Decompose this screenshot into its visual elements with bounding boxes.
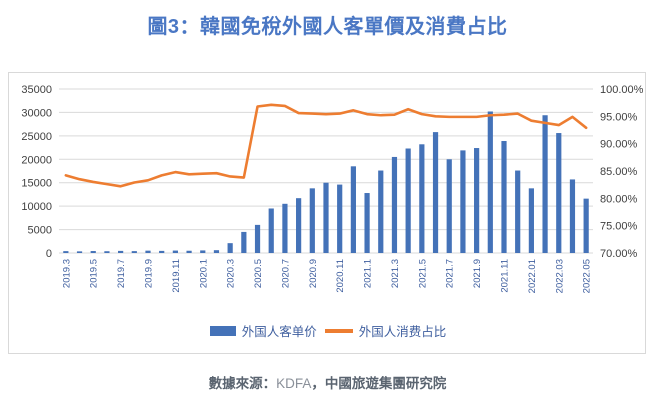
bar (309, 188, 315, 253)
category-labels: 2019.3 2019.5 2019.7 2019.9 2019.11 2020.1 202… (61, 259, 592, 293)
bar (200, 250, 206, 253)
right-axis-labels: 70.00% 75.00% 80.00% 85.00% 90.00% 95.00% 100.… (600, 84, 644, 260)
bar (446, 159, 452, 253)
left-axis-tick-label: 35000 (21, 84, 52, 96)
category-tick-label: 2022.05 (582, 259, 593, 293)
right-axis-tick-label: 70.00% (600, 248, 638, 260)
category-tick-label: 2020.11 (335, 259, 346, 293)
category-tick-label: 2019.7 (116, 259, 127, 288)
left-axis-tick-label: 30000 (21, 107, 52, 119)
bar (432, 132, 439, 253)
bar (227, 243, 233, 253)
category-tick-label: 2019.9 (144, 259, 155, 288)
bar (241, 231, 247, 253)
right-axis-tick-label: 85.00% (600, 166, 638, 178)
bar (186, 250, 192, 253)
category-tick-label: 2022.01 (527, 259, 538, 293)
bar (515, 170, 521, 253)
source-agency: KDFA (276, 376, 312, 391)
bar (254, 224, 261, 253)
legend-bar-swatch-icon (209, 325, 236, 336)
category-tick-label: 2020.5 (253, 259, 264, 288)
legend-item-bar: 外国人客单价 (209, 321, 317, 340)
bar (474, 148, 480, 253)
category-tick-label: 2020.1 (198, 259, 209, 288)
left-axis-tick-label: 10000 (21, 201, 52, 213)
category-tick-label: 2021.9 (472, 259, 483, 288)
category-tick-label: 2020.3 (226, 259, 237, 288)
right-axis-tick-label: 80.00% (600, 193, 638, 205)
bar (145, 250, 151, 253)
page-title: 圖3：韓國免稅外國人客單價及消費占比 (147, 16, 508, 38)
category-tick-label: 2021.11 (500, 259, 511, 293)
bar (487, 111, 493, 253)
left-axis-tick-label: 25000 (21, 131, 52, 143)
category-tick-label: 2021.1 (363, 259, 374, 288)
bar (556, 133, 562, 253)
source-prefix: 數據來源： (208, 376, 277, 391)
category-tick-label: 2021.3 (390, 259, 401, 288)
bar (364, 193, 370, 253)
bar (90, 251, 96, 253)
left-axis-labels: 0 5000 10000 15000 20000 25000 30000 35000 (21, 84, 52, 260)
line-series (64, 103, 588, 188)
category-tick-label: 2019.3 (61, 259, 72, 288)
combo-chart: 0 5000 10000 15000 20000 25000 30000 35000 70.0… (21, 84, 644, 293)
right-axis-tick-label: 95.00% (600, 111, 638, 123)
right-axis-tick-label: 100.00% (600, 84, 644, 96)
category-tick-label: 2021.5 (417, 259, 428, 288)
bar (419, 144, 425, 253)
left-axis-tick-label: 15000 (21, 178, 52, 190)
bar (583, 198, 589, 253)
bar (118, 250, 124, 253)
source-institute: 中國旅遊集團研究院 (324, 376, 447, 391)
bar (323, 182, 329, 253)
bar (213, 250, 220, 253)
bar (350, 166, 356, 253)
right-axis-tick-label: 90.00% (600, 139, 638, 151)
left-axis-tick-label: 20000 (21, 154, 52, 166)
legend-label-line: 外国人消费占比 (358, 325, 447, 339)
left-axis-tick-label: 5000 (28, 225, 52, 237)
bar (172, 250, 178, 253)
category-tick-label: 2022.03 (554, 259, 565, 293)
bar (391, 156, 398, 253)
bar (337, 184, 343, 253)
legend-line-swatch-icon (324, 328, 353, 333)
legend-label-bar: 外国人客单价 (241, 325, 317, 339)
bar (528, 188, 534, 253)
category-tick-label: 2019.5 (89, 259, 100, 288)
bar (405, 148, 411, 253)
bar (159, 250, 165, 253)
bar (63, 251, 69, 253)
category-tick-label: 2019.11 (171, 259, 182, 293)
left-axis-tick-label: 0 (46, 248, 52, 260)
bar (131, 251, 137, 253)
source-separator: ， (311, 376, 325, 391)
line-path (64, 103, 588, 188)
bar (460, 150, 466, 253)
chart-legend: 外国人客单价 外国人消费占比 (9, 321, 647, 340)
bar (104, 251, 110, 253)
bar (282, 203, 288, 253)
bar-series (63, 111, 589, 253)
bar (268, 208, 274, 253)
bar (501, 141, 507, 253)
bar (569, 179, 576, 253)
category-tick-label: 2021.7 (445, 259, 456, 288)
bar (296, 198, 302, 253)
bar (76, 251, 83, 253)
category-tick-label: 2020.7 (280, 259, 291, 288)
legend-item-line: 外国人消费占比 (324, 321, 447, 340)
bar (542, 115, 548, 253)
source-note: 數據來源：KDFA，中國旅遊集團研究院 (0, 372, 655, 392)
chart-frame: 0 5000 10000 15000 20000 25000 30000 35000 70.0… (8, 72, 646, 354)
right-axis-tick-label: 75.00% (600, 221, 638, 233)
category-tick-label: 2020.9 (308, 259, 319, 288)
bar (378, 170, 384, 253)
plot-wrap: 0 5000 10000 15000 20000 25000 30000 35000 70.0… (9, 73, 647, 355)
